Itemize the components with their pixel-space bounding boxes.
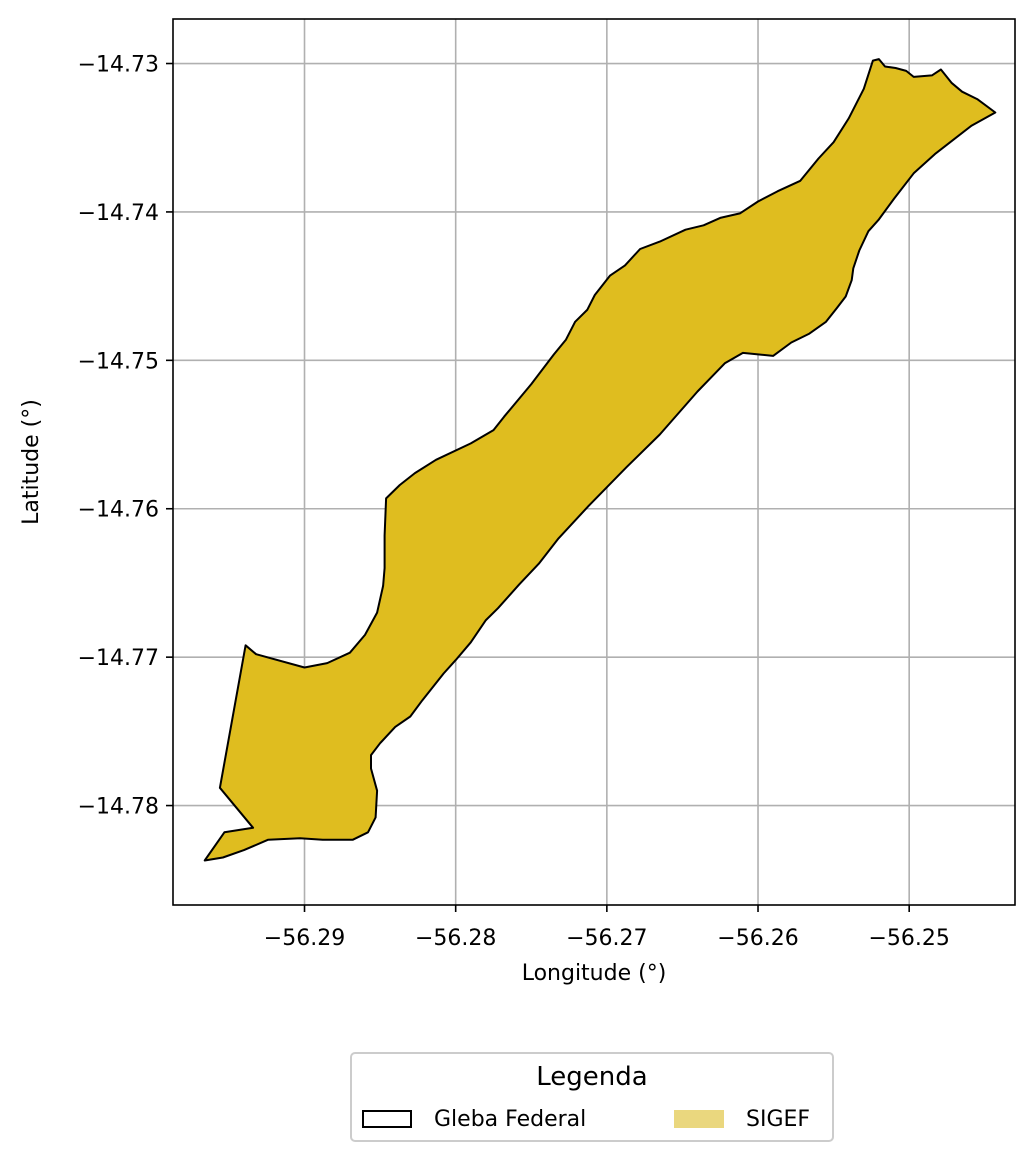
sigef-swatch xyxy=(674,1110,724,1128)
x-axis-label: Longitude (°) xyxy=(522,961,667,986)
legend-item-sigef: SIGEF xyxy=(674,1106,810,1132)
legend-title: Legenda xyxy=(536,1062,648,1092)
gleba-federal-swatch xyxy=(362,1110,412,1128)
x-tick-label: −56.27 xyxy=(566,926,647,951)
sigef-polygon xyxy=(203,58,997,862)
legend-label-gleba-federal: Gleba Federal xyxy=(434,1106,587,1132)
y-tick-label: −14.73 xyxy=(78,53,159,78)
x-tick-label: −56.26 xyxy=(717,926,798,951)
legend: Legenda Gleba Federal SIGEF xyxy=(350,1052,834,1142)
y-tick-label: −14.75 xyxy=(78,349,159,374)
x-tick-label: −56.29 xyxy=(264,926,345,951)
legend-label-sigef: SIGEF xyxy=(746,1106,811,1132)
y-tick-label: −14.77 xyxy=(78,646,159,671)
x-tick-label: −56.28 xyxy=(415,926,496,951)
y-tick-label: −14.78 xyxy=(78,795,159,820)
y-axis-label: Latitude (°) xyxy=(19,399,44,525)
x-tick-label: −56.25 xyxy=(868,926,949,951)
y-tick-label: −14.76 xyxy=(78,498,159,523)
plot-area: −56.29 −56.28 −56.27 −56.26 −56.25 −14.73 −14.… xyxy=(78,18,1016,951)
legend-item-gleba-federal: Gleba Federal xyxy=(362,1106,586,1132)
map-figure: −56.29 −56.28 −56.27 −56.26 −56.25 −14.73 −14.… xyxy=(19,18,1016,986)
ticks: −56.29 −56.28 −56.27 −56.26 −56.25 −14.73 −14.… xyxy=(78,53,950,951)
y-tick-label: −14.74 xyxy=(78,201,159,226)
plot-frame xyxy=(172,18,1016,906)
